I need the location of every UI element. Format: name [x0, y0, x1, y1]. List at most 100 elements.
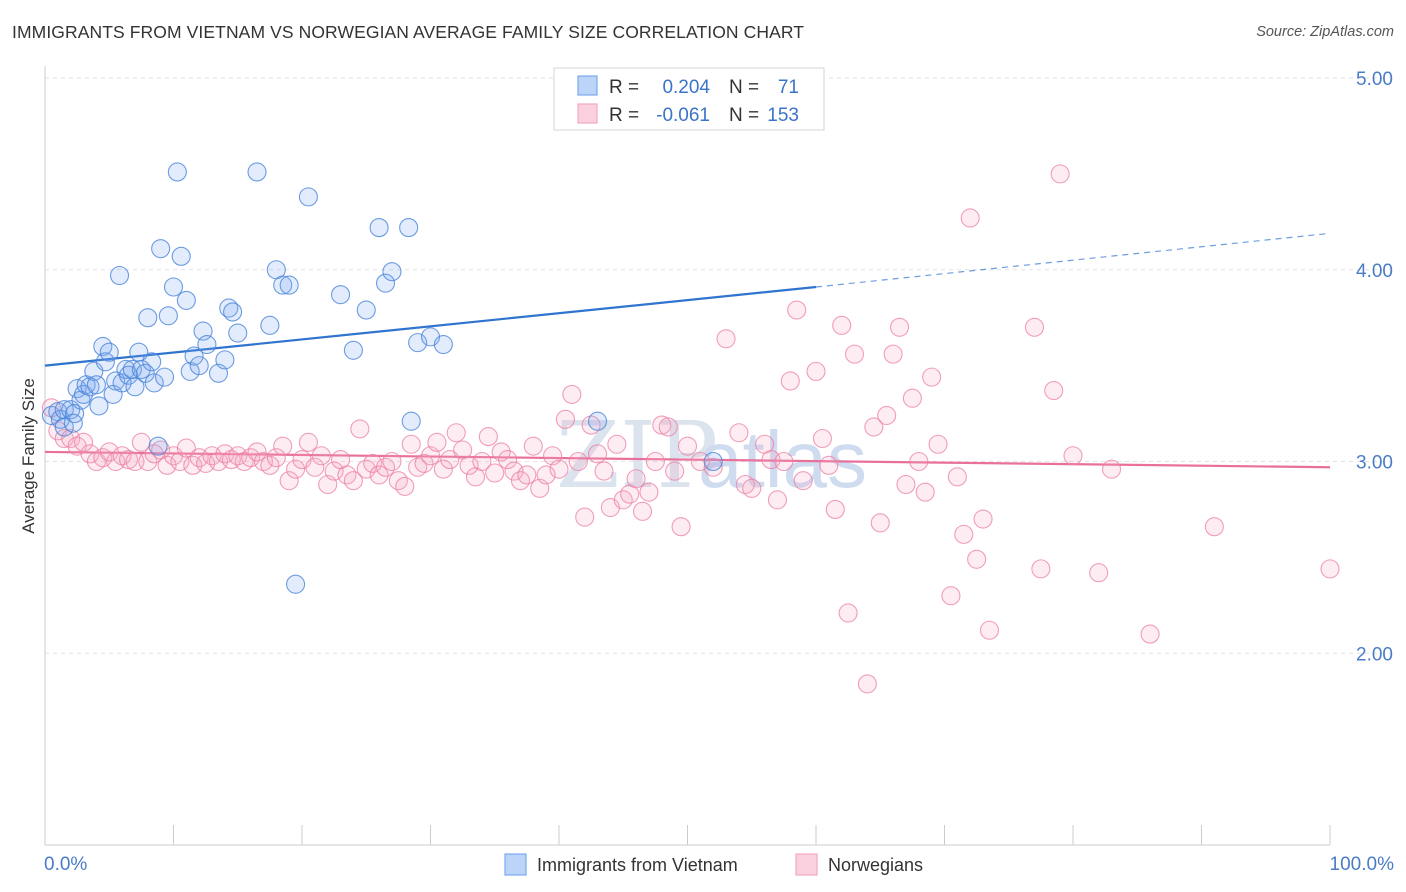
point-vietnam-34	[158, 306, 178, 326]
point-vietnam-55	[298, 187, 318, 207]
point-vietnam-52	[273, 275, 293, 295]
point-norwegians-34	[260, 455, 280, 475]
norwegians-points	[41, 164, 1340, 694]
point-vietnam-66	[433, 334, 453, 355]
point-vietnam-31	[148, 436, 168, 456]
point-norwegians-83	[575, 507, 595, 527]
point-norwegians-146	[1140, 624, 1160, 644]
point-norwegians-114	[812, 428, 832, 449]
point-vietnam-26	[131, 359, 151, 380]
point-vietnam-67	[587, 411, 608, 431]
point-norwegians-96	[658, 417, 678, 437]
point-norwegians-123	[877, 405, 897, 426]
point-norwegians-112	[793, 471, 813, 491]
point-vietnam-39	[180, 361, 200, 381]
point-norwegians-137	[973, 509, 993, 529]
point-norwegians-15	[138, 451, 158, 472]
point-norwegians-94	[645, 451, 665, 472]
bottom-legend: Immigrants from Vietnam Norwegians	[504, 853, 923, 876]
point-norwegians-77	[536, 465, 556, 485]
point-vietnam-46	[219, 298, 239, 318]
point-norwegians-37	[279, 471, 299, 491]
point-norwegians-61	[433, 459, 453, 479]
watermark-zip: ZIP	[556, 402, 718, 509]
point-norwegians-92	[632, 501, 653, 521]
point-norwegians-140	[1031, 559, 1051, 579]
point-vietnam-36	[167, 162, 187, 182]
point-vietnam-30	[144, 373, 164, 393]
point-norwegians-105	[742, 478, 762, 498]
stats-legend-n-value-vietnam: 71	[778, 77, 799, 98]
point-norwegians-135	[960, 208, 980, 228]
point-norwegians-86	[594, 461, 614, 481]
point-norwegians-128	[909, 451, 929, 472]
point-vietnam-24	[125, 377, 145, 397]
y-tick-labels: 2.00 3.00 4.00 5.00	[1356, 69, 1393, 665]
point-norwegians-142	[1050, 164, 1070, 184]
bottom-legend-swatch-norwegians	[795, 853, 818, 876]
point-norwegians-119	[844, 344, 865, 364]
stats-legend-n-label-norwegians: N =	[729, 105, 759, 126]
point-vietnam-29	[142, 352, 162, 372]
point-norwegians-40	[298, 432, 318, 452]
axes	[44, 66, 1331, 846]
point-norwegians-74	[517, 465, 537, 485]
bottom-legend-label-vietnam: Immigrants from Vietnam	[537, 855, 738, 875]
bottom-legend-label-norwegians: Norwegians	[828, 855, 923, 875]
point-norwegians-58	[414, 453, 434, 473]
point-vietnam-49	[247, 162, 267, 182]
point-norwegians-47	[343, 471, 363, 491]
point-norwegians-21	[176, 438, 196, 458]
point-vietnam-54	[286, 574, 306, 594]
point-norwegians-116	[825, 499, 845, 519]
point-norwegians-75	[523, 436, 543, 456]
point-norwegians-88	[607, 434, 627, 454]
point-vietnam-35	[163, 277, 184, 297]
point-norwegians-18	[157, 455, 177, 475]
point-norwegians-95	[652, 415, 672, 435]
point-norwegians-12	[118, 450, 139, 470]
point-norwegians-130	[922, 367, 942, 387]
y-axis-title: Average Family Size	[19, 378, 38, 534]
point-vietnam-57	[343, 340, 363, 360]
point-norwegians-41	[305, 457, 325, 477]
point-vietnam-33	[154, 367, 175, 387]
point-norwegians-69	[485, 463, 505, 483]
x-tick-max: 100.0%	[1330, 854, 1395, 875]
point-norwegians-82	[568, 451, 588, 472]
point-norwegians-144	[1089, 563, 1109, 583]
point-norwegians-124	[883, 344, 903, 364]
point-norwegians-110	[780, 371, 800, 391]
point-norwegians-131	[928, 434, 948, 454]
point-norwegians-101	[703, 457, 723, 477]
point-norwegians-91	[626, 469, 646, 489]
source-credit: Source: ZipAtlas.com	[1256, 24, 1394, 40]
point-norwegians-85	[587, 444, 608, 464]
point-norwegians-133	[947, 467, 967, 487]
stats-legend-n-label-vietnam: N =	[729, 77, 759, 98]
point-norwegians-118	[838, 603, 858, 623]
point-vietnam-10	[80, 377, 100, 397]
point-norwegians-99	[677, 436, 698, 456]
stats-legend-r-label-vietnam: R =	[609, 77, 639, 98]
point-vietnam-3	[54, 400, 74, 420]
point-norwegians-62	[440, 450, 460, 470]
stats-legend: R = 0.204 N = 71 R = -0.061 N = 153	[553, 67, 825, 131]
point-vietnam-43	[197, 334, 217, 355]
point-norwegians-55	[395, 476, 415, 496]
point-norwegians-72	[504, 461, 524, 481]
point-vietnam-41	[189, 356, 209, 376]
point-norwegians-42	[311, 446, 331, 466]
point-norwegians-111	[787, 300, 807, 320]
point-vietnam-53	[279, 275, 299, 295]
gridlines	[45, 77, 1392, 654]
y-tick-label-3: 5.00	[1356, 69, 1393, 90]
point-norwegians-6	[80, 444, 100, 464]
chart-title: IMMIGRANTS FROM VIETNAM VS NORWEGIAN AVE…	[12, 22, 805, 42]
point-norwegians-98	[671, 517, 691, 537]
stats-legend-swatch-norwegians	[577, 103, 598, 124]
point-norwegians-103	[729, 423, 749, 443]
point-norwegians-44	[324, 461, 344, 481]
point-norwegians-141	[1044, 381, 1064, 401]
point-norwegians-68	[478, 427, 498, 447]
